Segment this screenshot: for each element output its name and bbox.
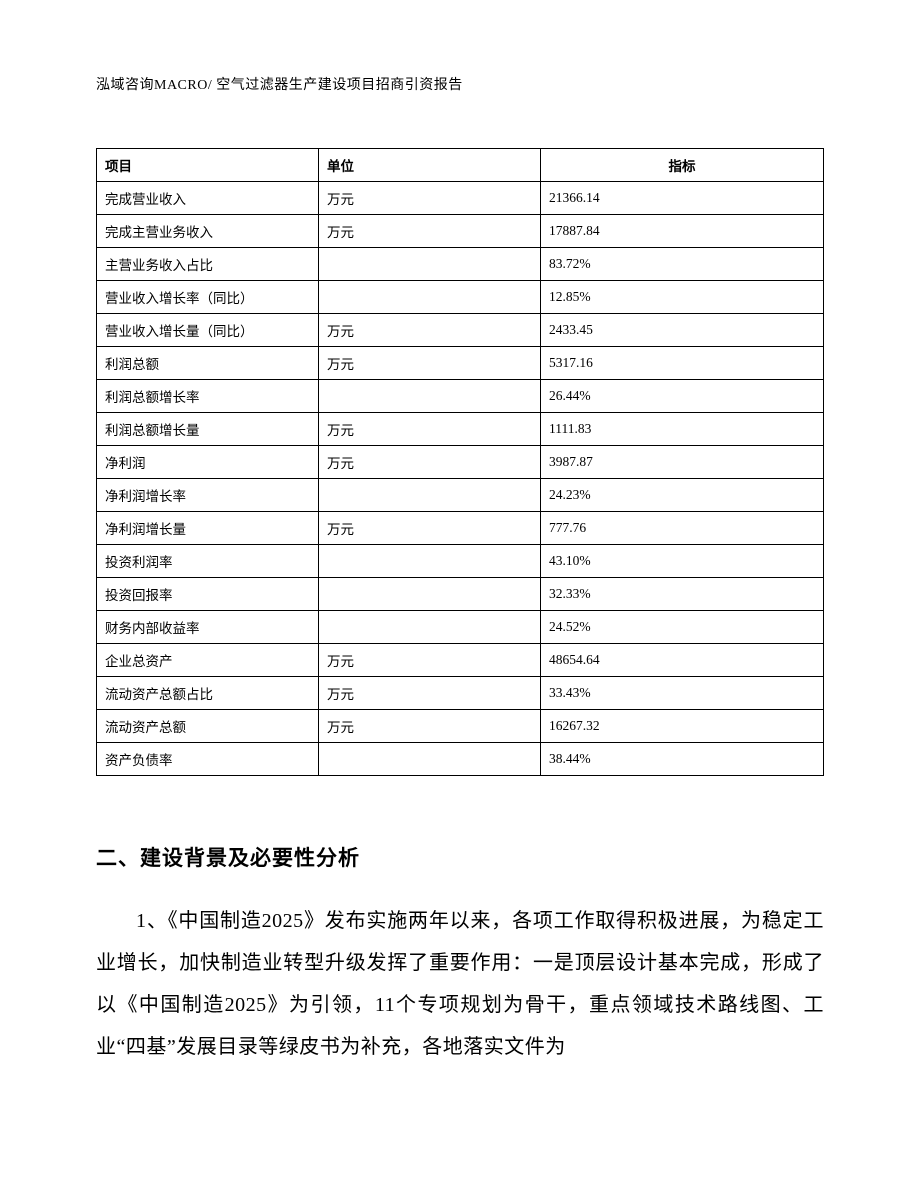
cell-item: 主营业务收入占比 xyxy=(97,248,319,281)
cell-value: 5317.16 xyxy=(541,347,824,380)
cell-unit xyxy=(319,248,541,281)
cell-item: 投资利润率 xyxy=(97,545,319,578)
cell-item: 净利润 xyxy=(97,446,319,479)
table-row: 净利润增长率 24.23% xyxy=(97,479,824,512)
cell-value: 33.43% xyxy=(541,677,824,710)
cell-value: 32.33% xyxy=(541,578,824,611)
cell-unit xyxy=(319,578,541,611)
body-paragraph: 1、《中国制造2025》发布实施两年以来，各项工作取得积极进展，为稳定工业增长，… xyxy=(96,900,824,1068)
cell-value: 777.76 xyxy=(541,512,824,545)
cell-item: 财务内部收益率 xyxy=(97,611,319,644)
cell-item: 利润总额增长率 xyxy=(97,380,319,413)
table-row: 流动资产总额占比万元33.43% xyxy=(97,677,824,710)
cell-item: 投资回报率 xyxy=(97,578,319,611)
table-row: 资产负债率 38.44% xyxy=(97,743,824,776)
cell-unit xyxy=(319,611,541,644)
table-header-row: 项目 单位 指标 xyxy=(97,149,824,182)
cell-value: 3987.87 xyxy=(541,446,824,479)
cell-item: 资产负债率 xyxy=(97,743,319,776)
cell-unit: 万元 xyxy=(319,182,541,215)
table-row: 流动资产总额万元16267.32 xyxy=(97,710,824,743)
table-row: 财务内部收益率 24.52% xyxy=(97,611,824,644)
cell-unit: 万元 xyxy=(319,677,541,710)
cell-item: 企业总资产 xyxy=(97,644,319,677)
table-row: 利润总额万元5317.16 xyxy=(97,347,824,380)
table-row: 利润总额增长量万元1111.83 xyxy=(97,413,824,446)
cell-value: 21366.14 xyxy=(541,182,824,215)
table-row: 企业总资产万元48654.64 xyxy=(97,644,824,677)
cell-unit: 万元 xyxy=(319,347,541,380)
cell-value: 2433.45 xyxy=(541,314,824,347)
table-row: 主营业务收入占比 83.72% xyxy=(97,248,824,281)
table-row: 利润总额增长率 26.44% xyxy=(97,380,824,413)
cell-unit xyxy=(319,281,541,314)
cell-item: 净利润增长量 xyxy=(97,512,319,545)
cell-item: 净利润增长率 xyxy=(97,479,319,512)
col-header-item: 项目 xyxy=(97,149,319,182)
table-row: 营业收入增长率（同比） 12.85% xyxy=(97,281,824,314)
cell-value: 24.52% xyxy=(541,611,824,644)
cell-value: 1111.83 xyxy=(541,413,824,446)
cell-unit xyxy=(319,380,541,413)
cell-item: 利润总额 xyxy=(97,347,319,380)
table-row: 投资利润率 43.10% xyxy=(97,545,824,578)
cell-unit: 万元 xyxy=(319,314,541,347)
table-row: 完成主营业务收入万元17887.84 xyxy=(97,215,824,248)
cell-item: 营业收入增长率（同比） xyxy=(97,281,319,314)
cell-item: 完成营业收入 xyxy=(97,182,319,215)
cell-value: 83.72% xyxy=(541,248,824,281)
cell-unit: 万元 xyxy=(319,644,541,677)
cell-item: 流动资产总额 xyxy=(97,710,319,743)
cell-item: 完成主营业务收入 xyxy=(97,215,319,248)
cell-value: 43.10% xyxy=(541,545,824,578)
cell-value: 17887.84 xyxy=(541,215,824,248)
cell-unit: 万元 xyxy=(319,413,541,446)
table-row: 净利润万元3987.87 xyxy=(97,446,824,479)
cell-value: 12.85% xyxy=(541,281,824,314)
cell-value: 24.23% xyxy=(541,479,824,512)
table-row: 投资回报率 32.33% xyxy=(97,578,824,611)
cell-value: 16267.32 xyxy=(541,710,824,743)
col-header-value: 指标 xyxy=(541,149,824,182)
metrics-table: 项目 单位 指标 完成营业收入万元21366.14 完成主营业务收入万元1788… xyxy=(96,148,824,776)
cell-item: 利润总额增长量 xyxy=(97,413,319,446)
cell-unit: 万元 xyxy=(319,215,541,248)
cell-value: 48654.64 xyxy=(541,644,824,677)
page-header: 泓域咨询MACRO/ 空气过滤器生产建设项目招商引资报告 xyxy=(96,74,824,94)
section-heading: 二、建设背景及必要性分析 xyxy=(96,842,824,872)
cell-unit xyxy=(319,743,541,776)
table-row: 净利润增长量万元777.76 xyxy=(97,512,824,545)
cell-unit xyxy=(319,545,541,578)
table-row: 完成营业收入万元21366.14 xyxy=(97,182,824,215)
cell-unit: 万元 xyxy=(319,446,541,479)
cell-item: 营业收入增长量（同比） xyxy=(97,314,319,347)
col-header-unit: 单位 xyxy=(319,149,541,182)
cell-item: 流动资产总额占比 xyxy=(97,677,319,710)
table-body: 完成营业收入万元21366.14 完成主营业务收入万元17887.84 主营业务… xyxy=(97,182,824,776)
cell-value: 38.44% xyxy=(541,743,824,776)
cell-value: 26.44% xyxy=(541,380,824,413)
cell-unit: 万元 xyxy=(319,512,541,545)
document-page: 泓域咨询MACRO/ 空气过滤器生产建设项目招商引资报告 项目 单位 指标 完成… xyxy=(0,0,920,1191)
table-row: 营业收入增长量（同比）万元2433.45 xyxy=(97,314,824,347)
cell-unit xyxy=(319,479,541,512)
cell-unit: 万元 xyxy=(319,710,541,743)
